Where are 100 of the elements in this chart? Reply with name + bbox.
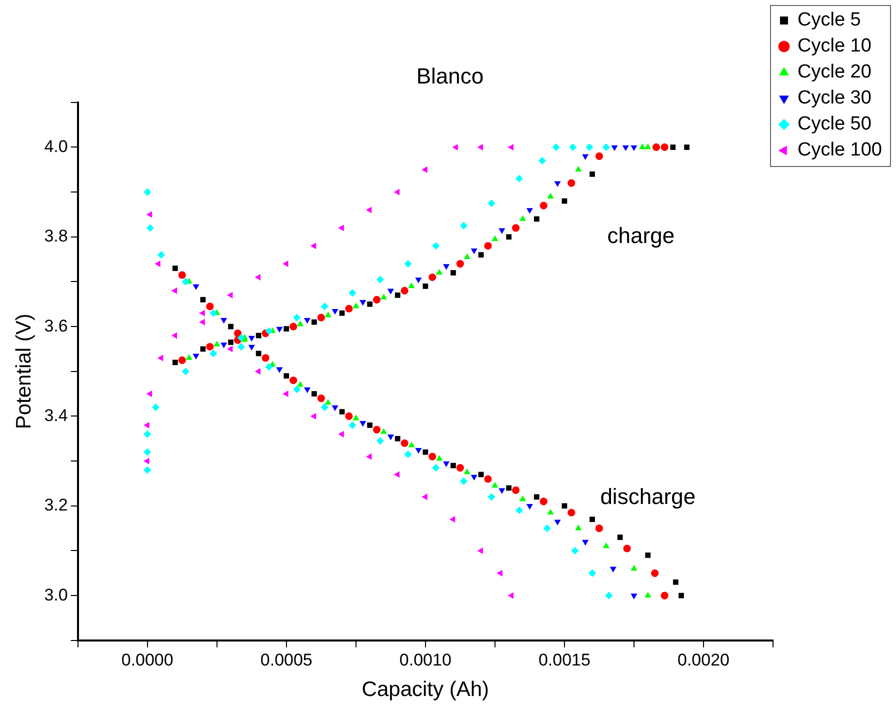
point xyxy=(436,268,443,275)
point xyxy=(540,202,548,210)
point xyxy=(519,495,526,502)
point xyxy=(644,143,652,150)
point xyxy=(226,292,233,298)
point xyxy=(192,354,200,360)
point xyxy=(512,224,520,232)
point xyxy=(172,360,178,366)
point xyxy=(484,242,492,250)
point xyxy=(538,156,546,164)
point xyxy=(498,228,506,234)
point xyxy=(372,426,381,434)
point xyxy=(338,224,344,232)
legend-label: Cycle 10 xyxy=(798,36,872,57)
point xyxy=(152,403,160,412)
point xyxy=(569,143,577,152)
point xyxy=(380,428,387,434)
point xyxy=(660,592,668,600)
point xyxy=(630,564,638,571)
point xyxy=(220,318,228,324)
point xyxy=(182,278,190,286)
point xyxy=(254,368,260,375)
point xyxy=(623,544,631,552)
point xyxy=(575,166,582,172)
point xyxy=(526,504,533,510)
point xyxy=(157,251,166,259)
point xyxy=(282,390,288,398)
y-tick-label: 3.8 xyxy=(44,226,68,246)
point xyxy=(442,264,450,270)
point xyxy=(310,412,316,420)
point xyxy=(526,208,533,214)
point xyxy=(332,308,338,315)
point xyxy=(436,455,443,461)
point xyxy=(478,252,484,258)
point xyxy=(610,566,616,572)
point xyxy=(470,248,478,254)
point xyxy=(408,282,415,288)
point xyxy=(146,211,152,218)
point xyxy=(464,468,470,474)
point xyxy=(602,542,610,548)
point xyxy=(144,466,152,474)
point xyxy=(554,520,561,526)
point xyxy=(404,450,412,458)
point xyxy=(415,278,422,284)
point xyxy=(376,437,384,445)
point xyxy=(571,546,579,555)
point xyxy=(660,143,668,152)
point xyxy=(428,273,436,282)
point xyxy=(372,296,381,304)
point xyxy=(630,145,638,152)
point xyxy=(506,234,512,240)
point xyxy=(422,494,428,500)
point xyxy=(282,260,288,268)
point xyxy=(498,488,506,494)
point xyxy=(324,312,332,318)
point xyxy=(470,474,478,481)
point xyxy=(254,274,260,281)
annotation: charge xyxy=(607,222,675,248)
x-tick-label: 0.0005 xyxy=(260,650,312,670)
point xyxy=(367,301,372,307)
x-axis-title: Capacity (Ah) xyxy=(362,678,490,702)
point xyxy=(366,206,372,214)
point xyxy=(582,154,589,160)
point xyxy=(228,340,234,345)
point xyxy=(206,302,214,310)
point xyxy=(297,381,304,387)
point xyxy=(394,471,400,478)
point xyxy=(400,286,408,294)
point xyxy=(552,143,560,152)
point xyxy=(210,350,218,358)
point xyxy=(400,439,408,447)
point xyxy=(293,386,301,394)
point xyxy=(422,449,428,455)
point xyxy=(456,260,464,268)
point xyxy=(404,260,412,268)
point xyxy=(366,453,372,460)
point xyxy=(432,242,440,250)
point xyxy=(595,524,604,532)
point xyxy=(547,192,554,198)
point xyxy=(394,436,400,442)
point xyxy=(157,354,164,362)
point xyxy=(488,493,496,501)
point xyxy=(515,506,524,514)
point xyxy=(199,310,205,316)
point xyxy=(284,326,290,332)
point xyxy=(512,486,520,494)
point xyxy=(265,363,273,371)
point xyxy=(237,334,245,342)
point xyxy=(304,387,311,394)
point xyxy=(210,309,218,317)
point xyxy=(178,271,186,279)
point xyxy=(605,592,613,600)
point xyxy=(456,464,464,472)
point xyxy=(684,144,690,150)
point xyxy=(228,324,234,330)
point xyxy=(276,367,283,373)
point xyxy=(450,462,456,468)
point xyxy=(387,434,394,440)
point xyxy=(206,342,214,351)
point xyxy=(144,458,150,464)
